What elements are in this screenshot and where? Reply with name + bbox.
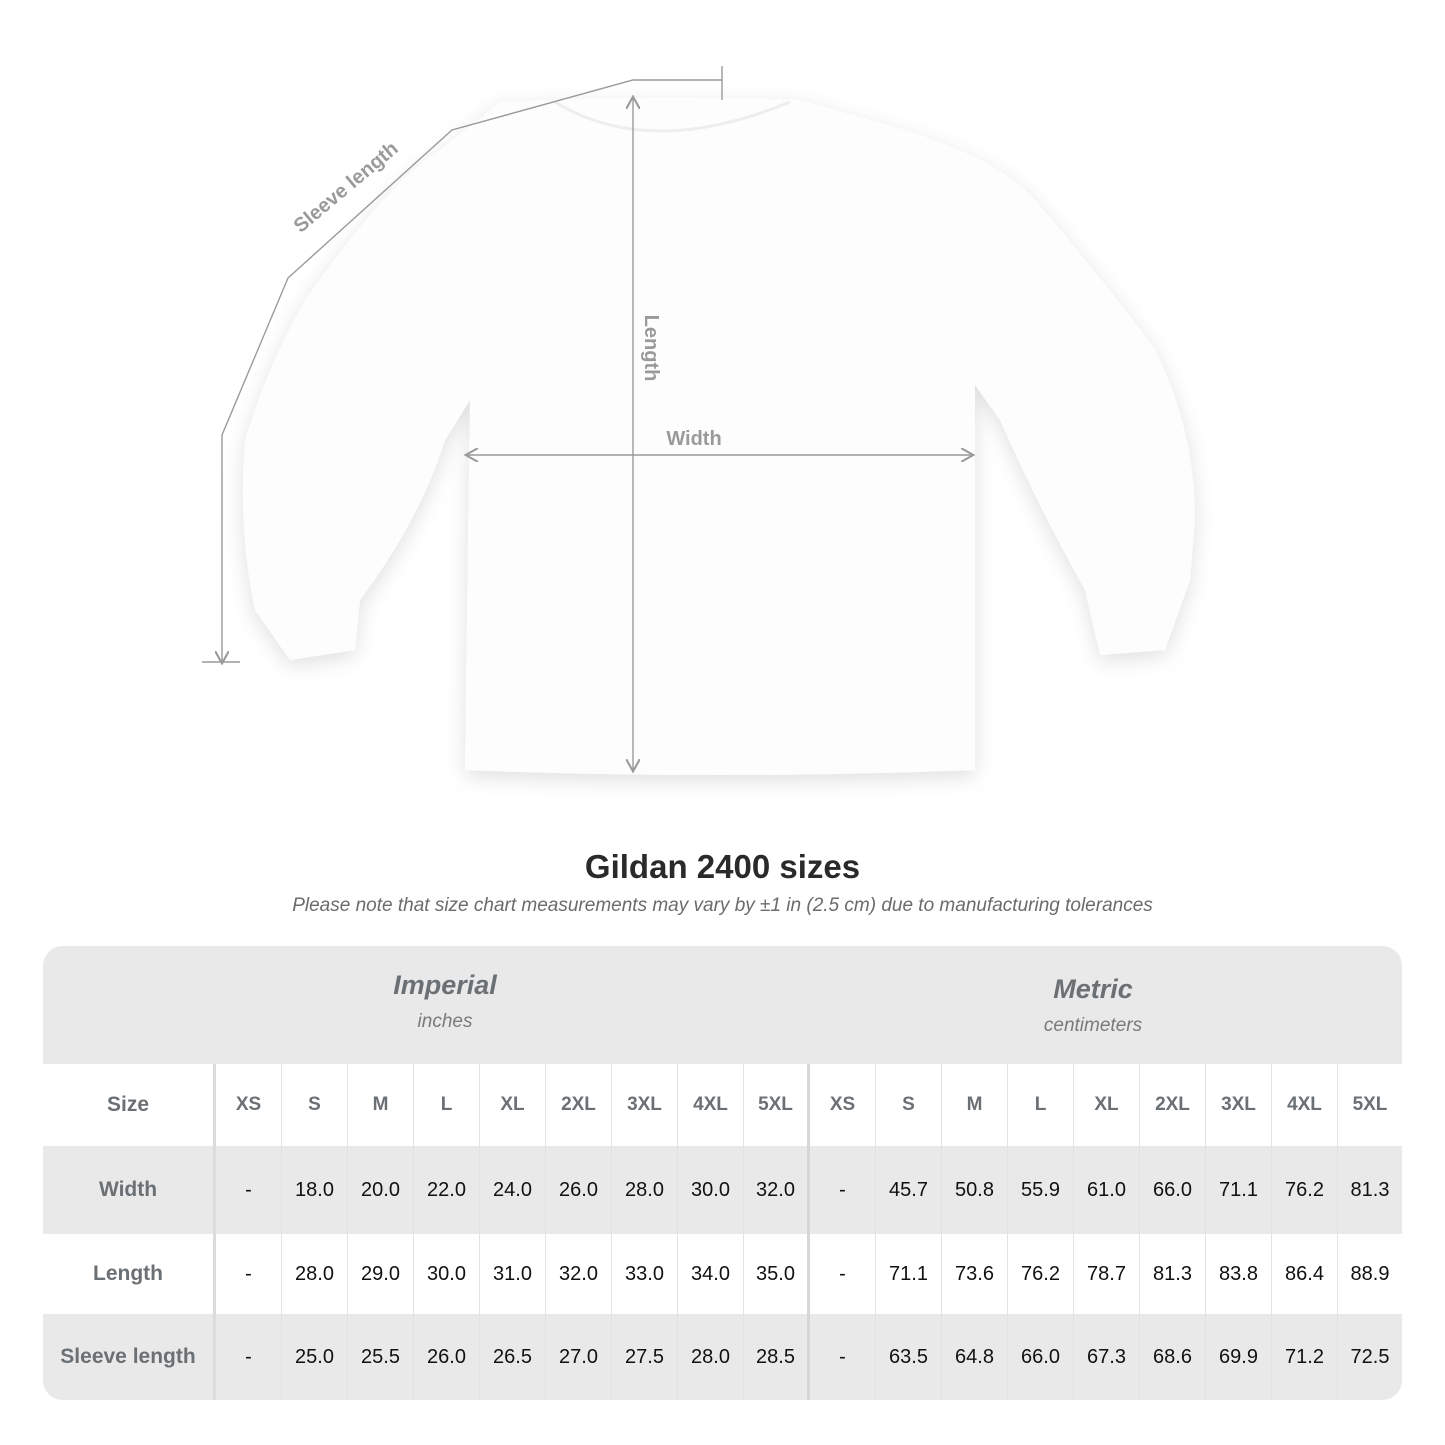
metric-size-s: S (876, 1064, 942, 1146)
metric-size-xl: XL (1074, 1064, 1140, 1146)
size-table: Imperial inches Metric centimeters Size X… (43, 946, 1402, 1400)
imperial-size-xl: XL (480, 1064, 546, 1146)
metric-value: - (810, 1234, 876, 1314)
sleeve-measure-line (222, 79, 722, 662)
long-sleeve-shirt (242, 97, 1196, 775)
metric-value: 61.0 (1074, 1146, 1140, 1234)
metric-size-4xl: 4XL (1272, 1064, 1338, 1146)
metric-size-3xl: 3XL (1206, 1064, 1272, 1146)
imperial-size-xs: XS (216, 1064, 282, 1146)
metric-value: 73.6 (942, 1234, 1008, 1314)
metric-value: 81.3 (1140, 1234, 1206, 1314)
imperial-size-l: L (414, 1064, 480, 1146)
imperial-value: 28.0 (612, 1146, 678, 1234)
metric-value: 69.9 (1206, 1314, 1272, 1400)
imperial-size-4xl: 4XL (678, 1064, 744, 1146)
table-row: Length -28.0 29.0 30.0 31.0 32.0 33.0 34.0 35.0-… (43, 1234, 1402, 1314)
metric-value: 71.1 (1206, 1146, 1272, 1234)
size-column-label: Size (43, 1064, 216, 1146)
imperial-value: 33.0 (612, 1234, 678, 1314)
metric-value: 72.5 (1350, 1345, 1390, 1368)
length-label: Length (640, 315, 662, 382)
metric-size-m: M (942, 1064, 1008, 1146)
imperial-value: 25.5 (348, 1314, 414, 1400)
metric-value: 71.2 (1272, 1314, 1338, 1400)
metric-value: 55.9 (1008, 1146, 1074, 1234)
imperial-value: 28.5 (744, 1314, 810, 1400)
imperial-unit: inches (417, 1011, 473, 1032)
imperial-value: 28.0 (282, 1234, 348, 1314)
metric-value: 67.3 (1074, 1314, 1140, 1400)
metric-value: - (810, 1314, 876, 1400)
imperial-size-s: S (282, 1064, 348, 1146)
imperial-value: 30.0 (414, 1234, 480, 1314)
imperial-value: 27.5 (612, 1314, 678, 1400)
metric-value: - (810, 1146, 876, 1234)
size-header-row: Size XS S M L XL 2XL 3XL 4XL 5XL XS S M L XL 2XL 3XL 4XL 5… (43, 1064, 1402, 1146)
metric-title: Metric (1053, 974, 1133, 1004)
metric-value: 86.4 (1272, 1234, 1338, 1314)
imperial-size-2xl: 2XL (546, 1064, 612, 1146)
imperial-value: 20.0 (348, 1146, 414, 1234)
metric-value: 71.1 (876, 1234, 942, 1314)
metric-value: 66.0 (1008, 1314, 1074, 1400)
imperial-value: 30.0 (678, 1146, 744, 1234)
imperial-value: 22.0 (414, 1146, 480, 1234)
imperial-value: - (216, 1234, 282, 1314)
metric-value: 50.8 (942, 1146, 1008, 1234)
tolerance-note: Please note that size chart measurements… (292, 895, 1153, 916)
imperial-value: 29.0 (348, 1234, 414, 1314)
imperial-size-3xl: 3XL (612, 1064, 678, 1146)
metric-value: 76.2 (1272, 1146, 1338, 1234)
metric-unit: centimeters (1043, 1015, 1143, 1036)
metric-value: 83.8 (1206, 1234, 1272, 1314)
metric-value: 45.7 (876, 1146, 942, 1234)
imperial-size-m: M (348, 1064, 414, 1146)
imperial-value: 26.5 (480, 1314, 546, 1400)
page-title: Gildan 2400 sizes (584, 848, 861, 885)
imperial-value: 24.0 (480, 1146, 546, 1234)
row-label: Width (43, 1146, 216, 1234)
metric-value: 88.9 (1350, 1262, 1390, 1285)
metric-value: 78.7 (1074, 1234, 1140, 1314)
row-label: Sleeve length (43, 1314, 216, 1400)
width-label: Width (666, 428, 721, 450)
imperial-header: Imperial inches (295, 970, 595, 1033)
imperial-title: Imperial (393, 970, 497, 1000)
row-label: Length (43, 1234, 216, 1314)
table-row: Sleeve length -25.0 25.5 26.0 26.5 27.0 27.5 28… (43, 1314, 1402, 1400)
imperial-value: 26.0 (414, 1314, 480, 1400)
imperial-value: 28.0 (678, 1314, 744, 1400)
metric-value: 66.0 (1140, 1146, 1206, 1234)
metric-size-2xl: 2XL (1140, 1064, 1206, 1146)
table-row: Width -18.0 20.0 22.0 24.0 26.0 28.0 30.0 32.0-4… (43, 1146, 1402, 1234)
metric-size-xs: XS (810, 1064, 876, 1146)
imperial-value: 26.0 (546, 1146, 612, 1234)
imperial-value: 31.0 (480, 1234, 546, 1314)
metric-size-5xl: 5XL (1352, 1094, 1388, 1115)
metric-value: 68.6 (1140, 1314, 1206, 1400)
metric-value: 63.5 (876, 1314, 942, 1400)
imperial-value: - (216, 1146, 282, 1234)
shirt-diagram: Sleeve length Length Width (202, 66, 1196, 775)
imperial-value: 35.0 (744, 1234, 810, 1314)
imperial-value: 32.0 (546, 1234, 612, 1314)
imperial-value: 25.0 (282, 1314, 348, 1400)
imperial-size-5xl: 5XL (744, 1064, 810, 1146)
imperial-value: 32.0 (744, 1146, 810, 1234)
metric-value: 76.2 (1008, 1234, 1074, 1314)
imperial-value: - (216, 1314, 282, 1400)
metric-value: 81.3 (1350, 1178, 1390, 1201)
imperial-value: 18.0 (282, 1146, 348, 1234)
imperial-value: 27.0 (546, 1314, 612, 1400)
metric-value: 64.8 (942, 1314, 1008, 1400)
metric-header: Metric centimeters (943, 974, 1243, 1037)
imperial-value: 34.0 (678, 1234, 744, 1314)
table-header-band: Imperial inches Metric centimeters (43, 946, 1402, 1064)
metric-size-l: L (1008, 1064, 1074, 1146)
